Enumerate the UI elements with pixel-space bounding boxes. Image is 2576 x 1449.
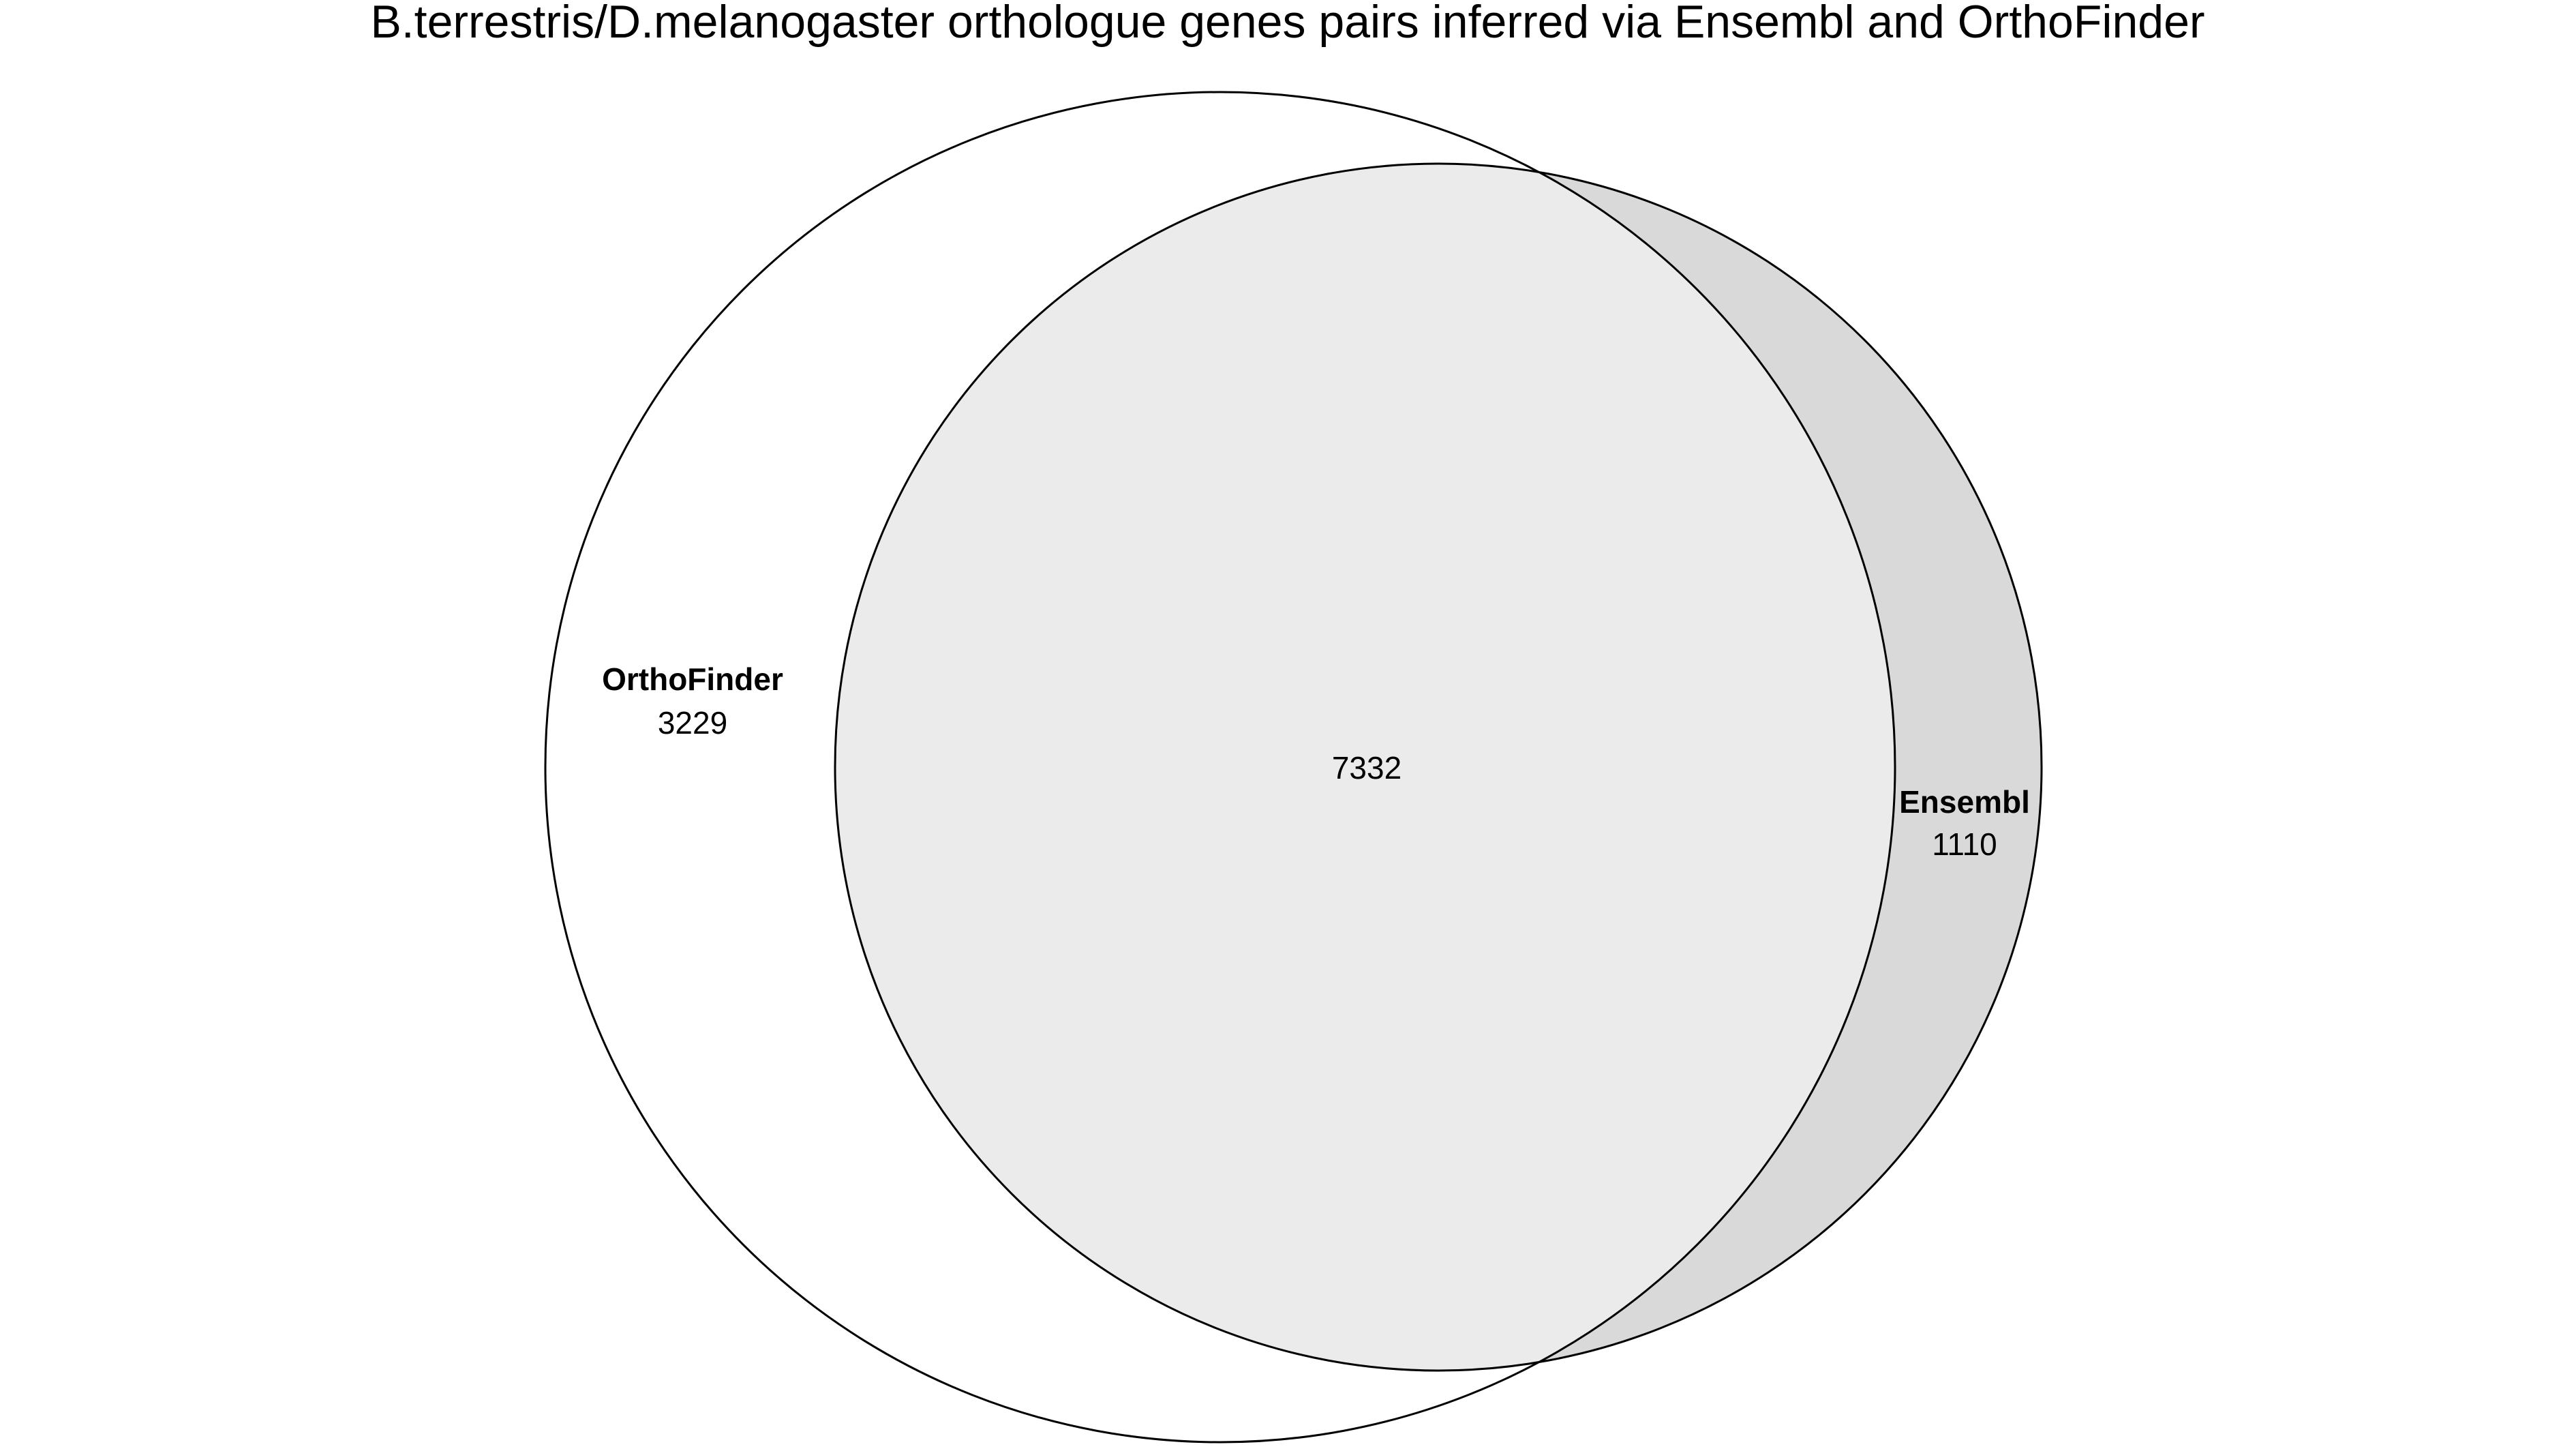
orthofinder-outline [544,91,1896,1444]
orthofinder-only-count: 3229 [658,705,727,741]
intersection-region [835,164,1895,1371]
orthofinder-label: OrthoFinder [602,661,783,697]
intersection-count: 7332 [1332,750,1401,786]
ensembl-only-count: 1110 [1932,826,1997,862]
ensembl-outline [834,162,2043,1372]
diagram-title: B.terrestris/D.melanogaster orthologue g… [370,0,2204,48]
ensembl-label: Ensembl [1899,784,2030,820]
